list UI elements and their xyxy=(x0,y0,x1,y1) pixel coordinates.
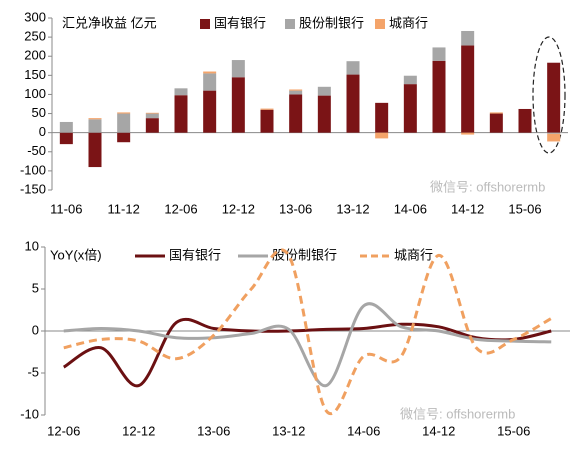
x-tick-label: 12-12 xyxy=(222,201,255,216)
y-tick-label: 250 xyxy=(24,29,46,44)
bar xyxy=(145,113,159,119)
y-tick-label: 200 xyxy=(24,48,46,63)
x-tick-label: 14-12 xyxy=(422,423,455,438)
y-tick-label: 5 xyxy=(32,280,39,295)
watermark: 微信号: offshorermb xyxy=(400,406,515,421)
bar xyxy=(489,112,503,114)
bar xyxy=(317,86,331,96)
x-tick-label: 14-12 xyxy=(451,201,484,216)
bar xyxy=(145,118,159,133)
bar xyxy=(231,60,245,78)
bar xyxy=(88,132,102,168)
legend-label: 城商行 xyxy=(394,247,433,262)
bar xyxy=(547,62,561,133)
x-tick-label: 12-06 xyxy=(47,423,80,438)
y-tick-label: -100 xyxy=(20,162,46,177)
watermark: 微信号: offshorermb xyxy=(430,179,545,194)
bar xyxy=(203,71,217,74)
y-tick-label: 100 xyxy=(24,86,46,101)
y-tick-label: 0 xyxy=(39,124,46,139)
bar xyxy=(547,133,561,142)
bar xyxy=(231,77,245,133)
y-tick-label: 0 xyxy=(32,322,39,337)
bar xyxy=(203,90,217,133)
bar xyxy=(461,132,475,135)
x-tick-label: 13-06 xyxy=(279,201,312,216)
bar xyxy=(289,90,303,95)
y-tick-label: 300 xyxy=(24,9,46,24)
bar xyxy=(59,132,73,145)
x-tick-label: 14-06 xyxy=(394,201,427,216)
bar xyxy=(403,84,417,133)
bar xyxy=(117,132,131,143)
legend-label: 国有银行 xyxy=(214,15,266,30)
bar xyxy=(375,132,389,139)
bar xyxy=(346,74,360,133)
bar xyxy=(260,109,274,133)
bar xyxy=(289,94,303,133)
bar xyxy=(117,113,131,133)
legend-swatch xyxy=(200,19,210,29)
x-tick-label: 11-12 xyxy=(108,201,140,216)
bar xyxy=(461,45,475,133)
x-tick-label: 13-12 xyxy=(272,423,305,438)
bar xyxy=(174,88,188,96)
y-tick-label: 50 xyxy=(32,105,46,120)
legend-label: 城商行 xyxy=(389,15,428,30)
legend-label: 股份制银行 xyxy=(272,247,337,262)
bar xyxy=(346,61,360,75)
bar xyxy=(174,95,188,133)
x-tick-label: 13-12 xyxy=(336,201,369,216)
bar xyxy=(403,75,417,85)
chart-title: 汇兑净收益 亿元 xyxy=(62,15,157,30)
y-tick-label: -5 xyxy=(27,364,39,379)
highlight-ellipse xyxy=(532,36,566,154)
chart-title: YoY(x倍) xyxy=(50,247,102,262)
bar xyxy=(432,47,446,61)
bar xyxy=(547,132,561,134)
line xyxy=(63,248,552,416)
x-tick-label: 14-06 xyxy=(347,423,380,438)
bar xyxy=(432,60,446,133)
bar xyxy=(88,119,102,133)
line xyxy=(63,302,552,388)
bar xyxy=(203,73,217,91)
y-tick-label: 150 xyxy=(24,67,46,82)
legend-label: 股份制银行 xyxy=(299,15,364,30)
x-tick-label: 12-12 xyxy=(122,423,155,438)
x-tick-label: 13-06 xyxy=(197,423,230,438)
bar xyxy=(489,113,503,133)
bar xyxy=(289,89,303,91)
y-tick-label: -50 xyxy=(27,143,46,158)
x-tick-label: 15-06 xyxy=(508,201,541,216)
bar xyxy=(317,95,331,133)
legend-label: 国有银行 xyxy=(169,247,221,262)
y-tick-label: 10 xyxy=(25,238,39,253)
y-tick-label: -10 xyxy=(20,406,39,421)
legend-swatch xyxy=(285,19,295,29)
legend-swatch xyxy=(375,19,385,29)
bar xyxy=(375,102,389,133)
bar xyxy=(260,108,274,110)
bar xyxy=(117,112,131,114)
bar xyxy=(461,30,475,46)
bar xyxy=(88,118,102,120)
x-tick-label: 12-06 xyxy=(164,201,197,216)
x-tick-label: 15-06 xyxy=(497,423,530,438)
x-tick-label: 11-06 xyxy=(50,201,82,216)
bar xyxy=(59,121,73,133)
bar xyxy=(145,112,159,114)
y-tick-label: -150 xyxy=(20,181,46,196)
bar xyxy=(518,108,532,133)
